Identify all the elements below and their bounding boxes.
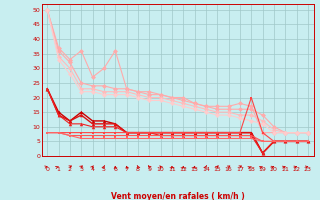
X-axis label: Vent moyen/en rafales ( km/h ): Vent moyen/en rafales ( km/h ) [111,192,244,200]
